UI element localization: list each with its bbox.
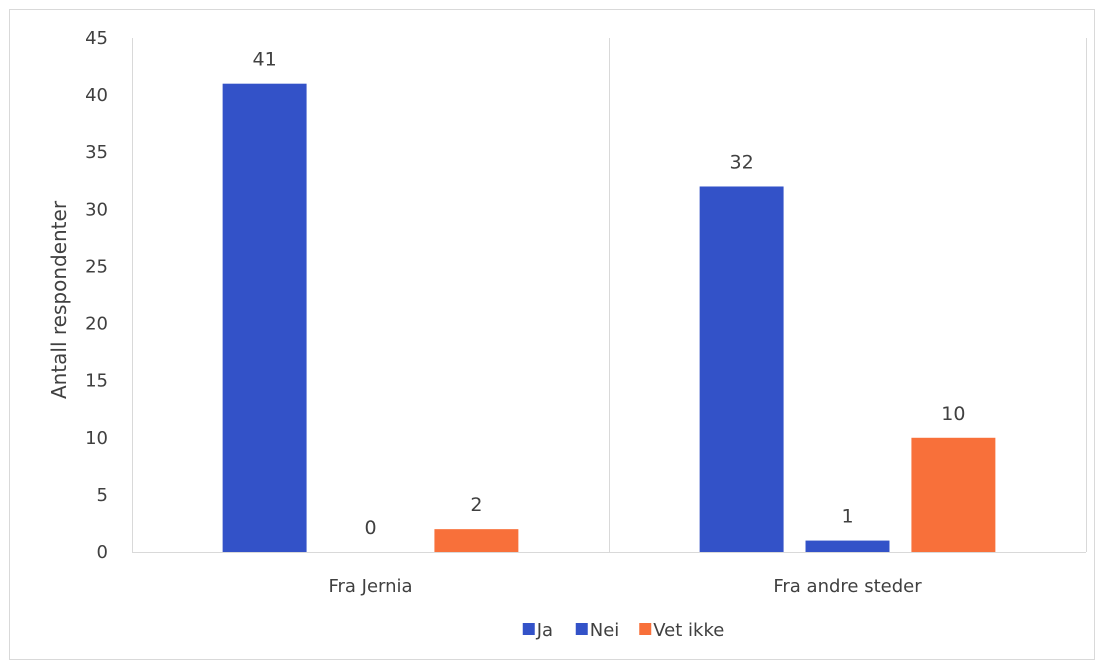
y-tick-label: 10	[85, 428, 108, 449]
data-label: 0	[364, 517, 376, 539]
y-tick-label: 40	[85, 85, 108, 106]
x-category-label: Fra andre steder	[773, 576, 922, 597]
x-category-label: Fra Jernia	[328, 576, 412, 597]
bar	[805, 540, 890, 552]
data-label: 1	[841, 506, 853, 528]
legend-swatch	[639, 623, 652, 635]
legend-label: Vet ikke	[653, 620, 724, 641]
bar	[222, 83, 307, 552]
y-tick-label: 30	[85, 199, 108, 220]
y-tick-label: 35	[85, 142, 108, 163]
y-tick-label: 45	[85, 28, 108, 49]
data-label: 2	[470, 494, 482, 516]
y-tick-label: 15	[85, 371, 108, 392]
data-label: 41	[253, 49, 277, 71]
bar	[699, 186, 784, 552]
legend-label: Ja	[536, 620, 553, 641]
legend-swatch	[522, 623, 535, 635]
y-tick-label: 0	[97, 542, 108, 563]
legend: Ja Nei Vet ikke	[522, 620, 724, 641]
data-labels: 41 0 2 32 1 10	[253, 49, 966, 539]
bar	[911, 437, 996, 552]
data-label: 10	[941, 403, 965, 425]
y-tick-label: 20	[85, 314, 108, 335]
legend-swatch	[575, 623, 588, 635]
data-label: 32	[730, 151, 754, 173]
y-tick-label: 5	[97, 485, 108, 506]
bar	[434, 529, 519, 552]
legend-label: Nei	[590, 620, 620, 641]
y-tick-label: 25	[85, 256, 108, 277]
bars	[222, 83, 996, 552]
y-axis-title: Antall respondenter	[47, 200, 71, 399]
